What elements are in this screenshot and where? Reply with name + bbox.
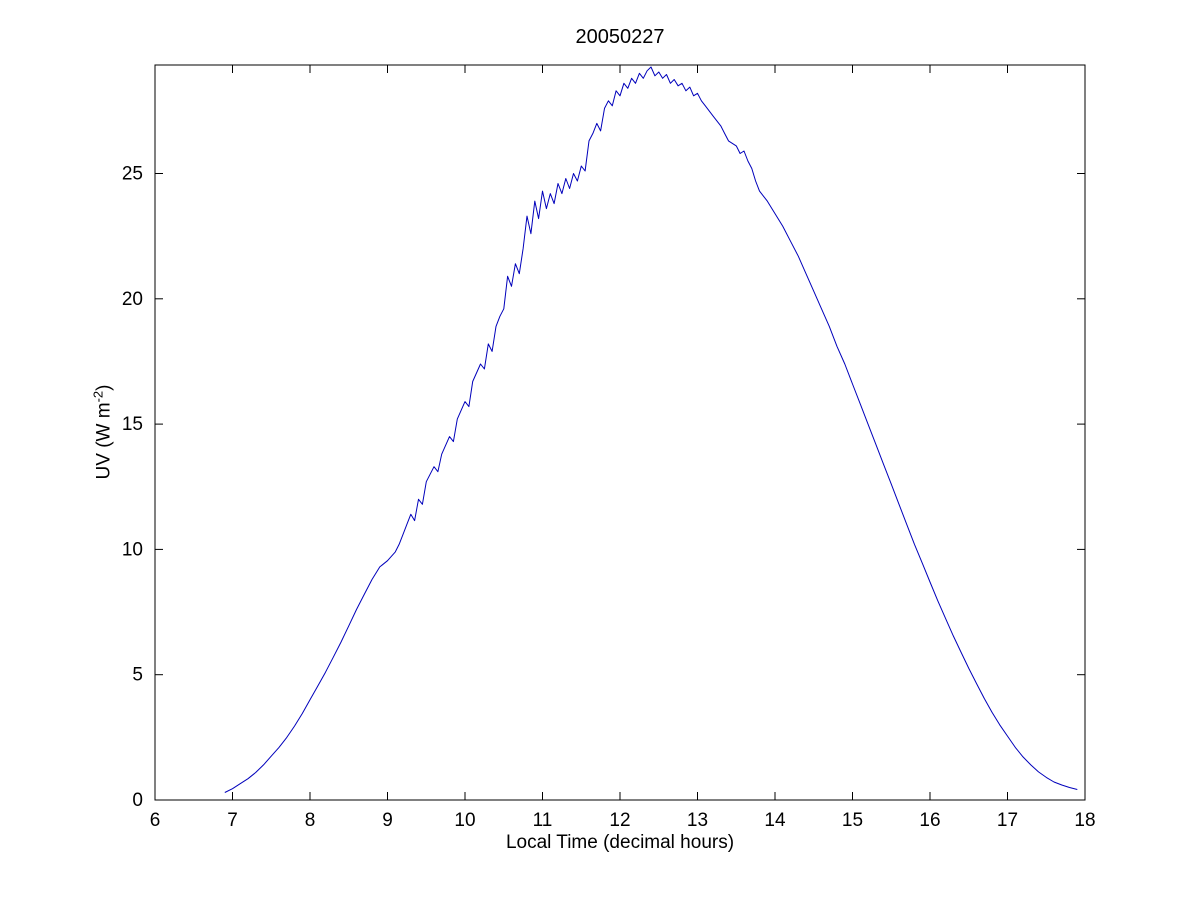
plot-box (154, 64, 1086, 801)
y-axis-label-suffix: ) (93, 384, 115, 391)
x-tick-label: 14 (764, 810, 786, 831)
x-tick-label: 11 (533, 810, 553, 831)
x-tick-label: 12 (609, 810, 630, 831)
x-tick-label: 17 (997, 810, 1018, 831)
y-tick-label: 0 (132, 790, 143, 811)
x-tick-label: 13 (687, 810, 708, 831)
y-axis-label-superscript: -2 (90, 390, 106, 403)
x-tick-label: 9 (382, 810, 393, 831)
y-tick-label: 5 (132, 665, 143, 686)
x-tick-label: 18 (1074, 810, 1095, 831)
y-axis-label-text: UV (W m (93, 402, 115, 480)
x-tick-label: 15 (842, 810, 863, 831)
x-tick-label: 6 (150, 810, 161, 831)
y-axis-label: UV (W m-2) (90, 385, 115, 480)
uv-curve (224, 66, 1078, 793)
x-tick-label: 16 (919, 810, 940, 831)
y-tick-label: 10 (122, 539, 143, 560)
chart-title: 20050227 (575, 26, 665, 48)
x-tick-label: 7 (227, 810, 238, 831)
x-axis-label: Local Time (decimal hours) (505, 832, 735, 853)
y-tick-label: 15 (122, 414, 143, 435)
x-tick-label: 10 (454, 810, 475, 831)
x-tick-label: 8 (305, 810, 316, 831)
y-tick-label: 25 (122, 164, 143, 185)
y-tick-label: 20 (122, 289, 143, 310)
